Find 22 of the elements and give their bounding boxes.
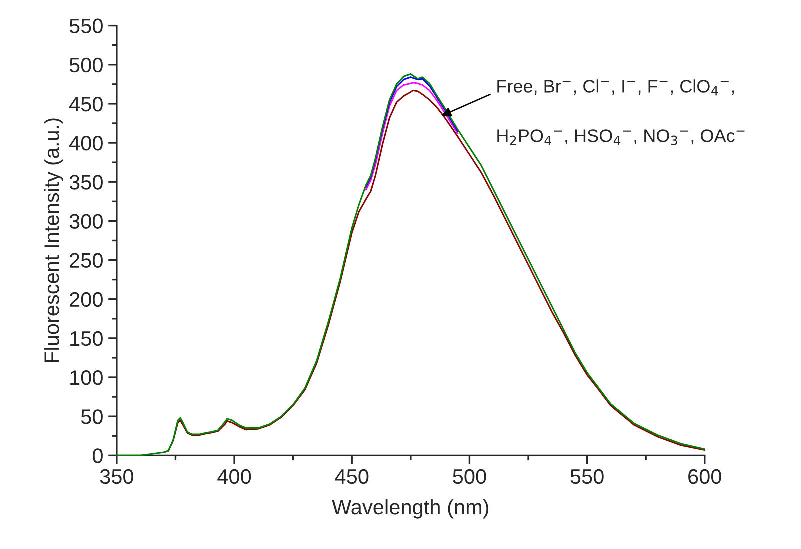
y-tick-label: 450	[69, 96, 103, 112]
x-tick-label: 500	[453, 469, 486, 484]
y-tick-label: 500	[70, 58, 103, 73]
y-tick-label: 100	[70, 370, 103, 386]
text: Free, Br$^{−}$, Cl$^{−}$, I$^{−}$, F$^{−}$, ClO$_{4}$$^{−}$,	[498, 80, 734, 96]
x-tick-label: 400	[218, 469, 252, 484]
y-tick-label: 200	[70, 292, 103, 308]
x-tick-label: 550	[570, 469, 604, 484]
x-axis-title: Wavelength (nm)	[332, 499, 489, 519]
y-tick-label: 550	[70, 18, 103, 34]
y-tick-label: 400	[69, 136, 103, 151]
x-tick-label: 350	[100, 469, 134, 484]
y-tick-label: 0	[92, 448, 103, 464]
x-tick-label: 450	[335, 469, 369, 484]
x-tick-label: 600	[688, 469, 722, 484]
y-tick-label: 50	[81, 410, 103, 424]
y-tick-label: 150	[70, 331, 103, 346]
y-tick-label: 350	[70, 175, 103, 190]
y-tick-label: 250	[70, 253, 103, 268]
y-axis-title: Fluorescent Intensity (a.u.)	[44, 118, 64, 362]
y-tick-label: 300	[70, 214, 103, 229]
text: H$_{2}$PO$_{4}$$^{−}$, HSO$_{4}$$^{−}$, NO$_{3}$$^{−}$, OAc$^{−}$	[498, 130, 745, 146]
